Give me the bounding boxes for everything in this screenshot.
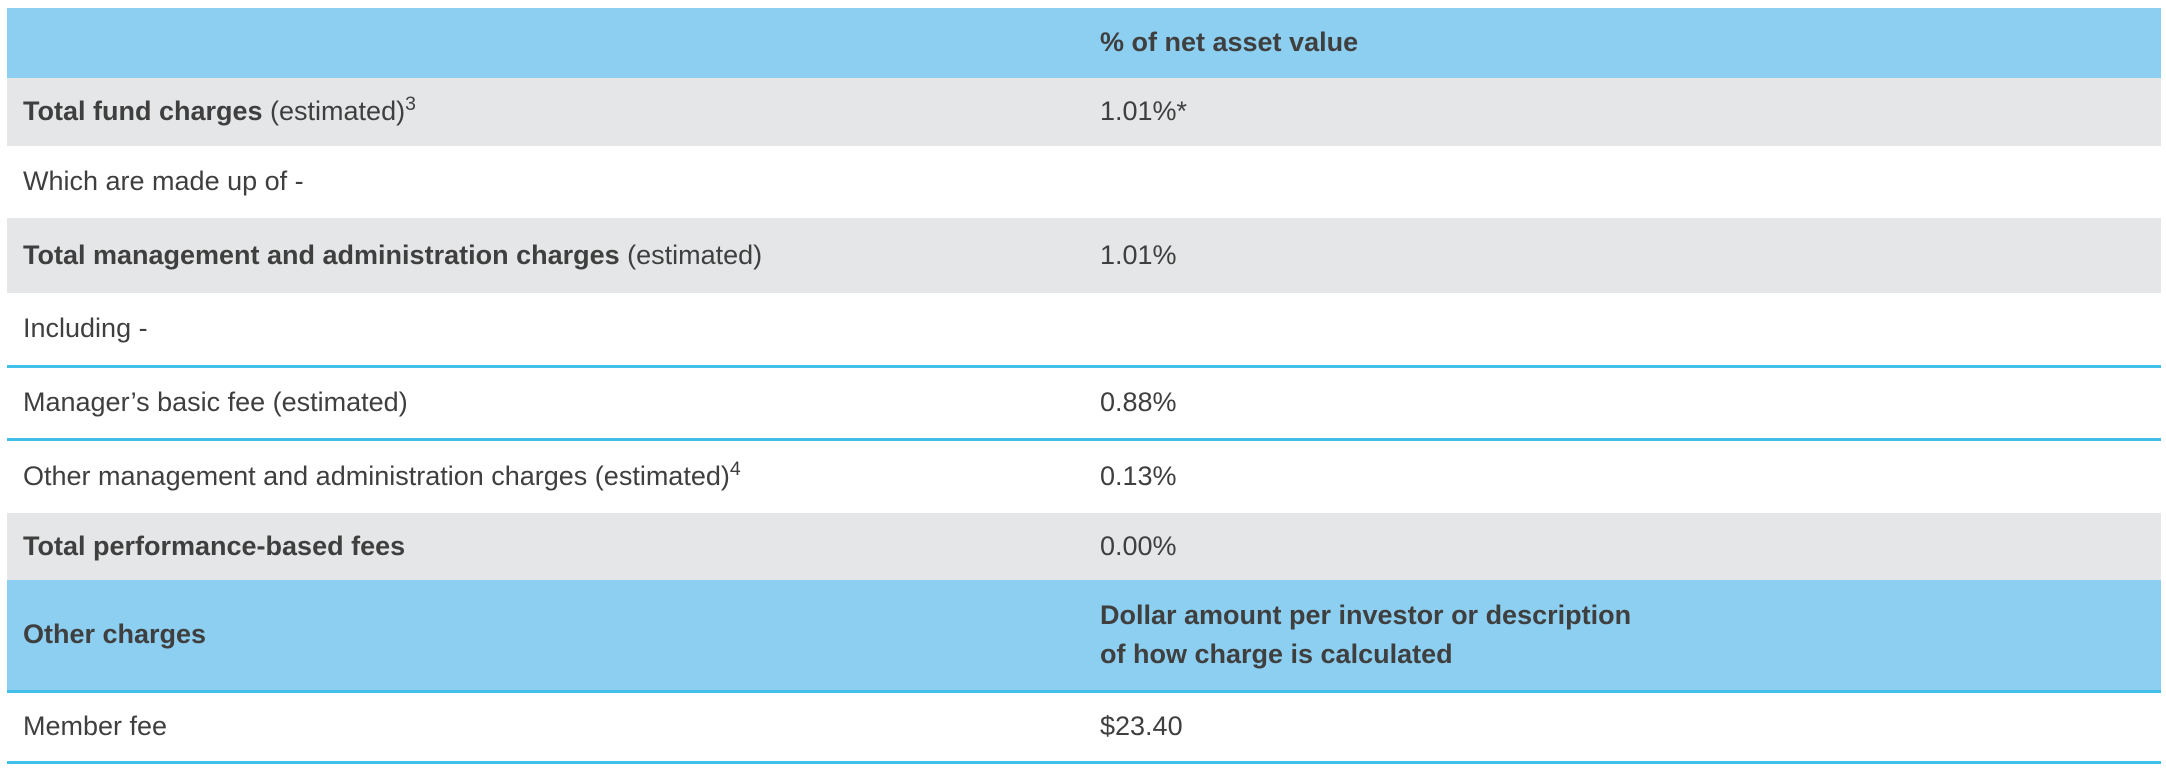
cell-total-management-admin-charges-label: Total management and administration char… <box>23 239 763 270</box>
superscript-footnote: 4 <box>729 457 741 480</box>
cell-including-value <box>1084 293 2161 365</box>
cell-member-fee-label: Member fee <box>23 711 168 742</box>
charges-table: % of net asset value Total fund charges (… <box>7 8 2161 764</box>
table-row-total-performance-based-fees: Total performance-based fees 0.00% <box>7 513 2161 580</box>
cell-managers-basic-fee-label: Manager’s basic fee (estimated) <box>23 387 408 418</box>
cell-header-net-asset-value-label <box>7 8 1084 78</box>
table-row-managers-basic-fee: Manager’s basic fee (estimated) 0.88% <box>7 365 2161 438</box>
cell-header-net-asset-value-value: % of net asset value <box>1100 27 1359 58</box>
table-row-member-fee: Member fee $23.40 <box>7 693 2161 764</box>
table-row-which-are-made-up-of: Which are made up of - <box>7 146 2161 218</box>
cell-including-label: Including - <box>23 313 148 344</box>
cell-which-are-made-up-of-label: Which are made up of - <box>23 166 304 197</box>
cell-member-fee-value: $23.40 <box>1100 711 1183 742</box>
table-row-total-fund-charges: Total fund charges (estimated)3 1.01%* <box>7 78 2161 146</box>
table-row-header-other-charges: Other charges Dollar amount per investor … <box>7 580 2161 693</box>
cell-header-other-charges-value: Dollar amount per investor or descriptio… <box>1100 599 1632 669</box>
cell-total-management-admin-charges-value: 1.01% <box>1100 239 1177 270</box>
cell-other-management-admin-charges-value: 0.13% <box>1100 461 1177 492</box>
cell-header-other-charges-label: Other charges <box>23 619 207 650</box>
cell-total-fund-charges-value: 1.01%* <box>1100 96 1188 127</box>
table-row-header-net-asset-value: % of net asset value <box>7 8 2161 78</box>
table-row-including: Including - <box>7 293 2161 365</box>
cell-total-performance-based-fees-label: Total performance-based fees <box>23 530 406 561</box>
cell-total-performance-based-fees-value: 0.00% <box>1100 530 1177 561</box>
cell-total-fund-charges-label: Total fund charges (estimated)3 <box>23 92 416 127</box>
table-row-total-management-admin-charges: Total management and administration char… <box>7 218 2161 293</box>
table-row-other-management-admin-charges: Other management and administration char… <box>7 438 2161 513</box>
cell-which-are-made-up-of-value <box>1084 146 2161 218</box>
superscript-footnote: 3 <box>405 92 416 115</box>
cell-managers-basic-fee-value: 0.88% <box>1100 387 1177 418</box>
cell-other-management-admin-charges-label: Other management and administration char… <box>23 457 741 492</box>
